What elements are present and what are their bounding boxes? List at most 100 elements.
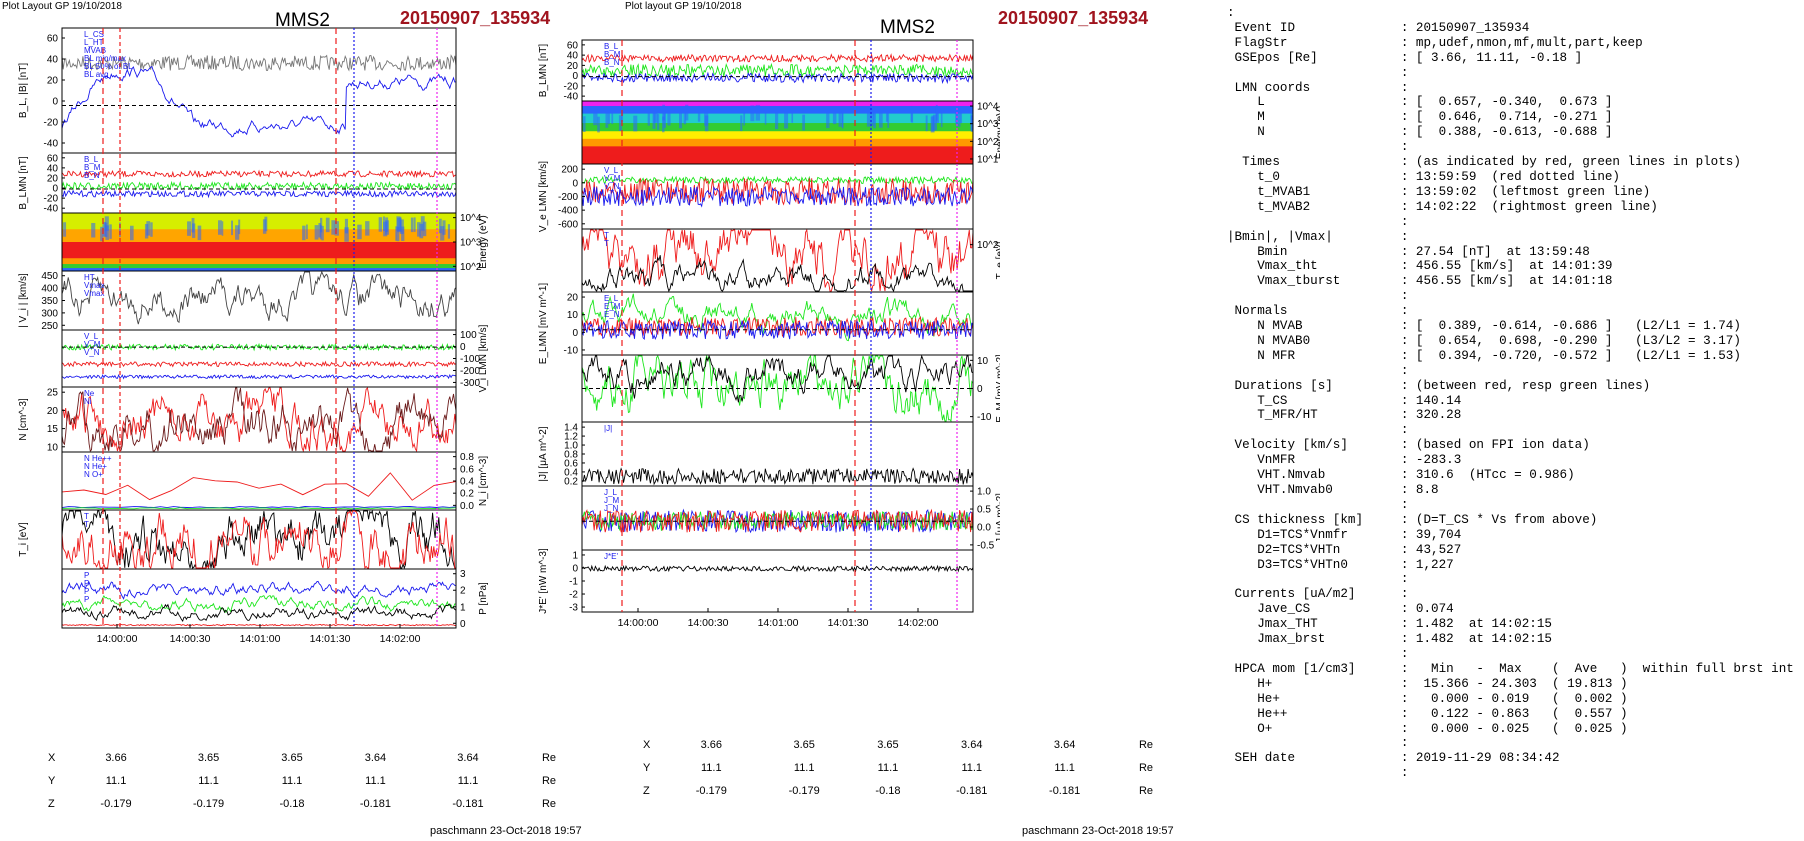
y-tick-label: -20 (44, 194, 59, 205)
trace-series (61, 509, 456, 570)
spectrogram-streak (611, 108, 614, 124)
spectrogram-streak (870, 111, 872, 128)
trace-series (61, 507, 457, 510)
legend-entry: L_CS (84, 30, 104, 39)
coords-value: -0.181 (1049, 784, 1081, 797)
y-tick-label: 20 (567, 293, 579, 304)
spectrogram-streak (306, 224, 308, 240)
trace-series (581, 228, 974, 292)
y-axis-label: J [μA m^-2] (995, 493, 1000, 543)
legend-entry: J_N (604, 504, 618, 513)
coords-value: 3.64 (1053, 738, 1076, 751)
spectrogram-streak (197, 225, 202, 241)
coords-row: Y 11.1 11.1 11.1 11.1 11.1 Re (48, 769, 556, 792)
spectrogram-streak (911, 106, 914, 123)
spectrogram-streak (417, 222, 421, 237)
x-tick-label: 14:01:00 (240, 633, 281, 645)
y-axis-label: T_e [eV] (995, 241, 1000, 279)
spectrogram-streak (344, 227, 349, 242)
spectrogram-streak (607, 108, 611, 124)
panel-frame (61, 568, 457, 629)
spectrogram-streak (841, 111, 844, 128)
trace-series (581, 185, 974, 208)
trace-series (61, 580, 456, 600)
y-tick-label: 10^2 (977, 240, 999, 251)
y-tick-label: 0.5 (977, 505, 991, 516)
coords-unit: Re (541, 797, 556, 810)
spectrogram-streak (399, 219, 404, 234)
legend-entry: Vmax (84, 281, 104, 290)
right-event-title: 20150907_135934 (998, 8, 1149, 28)
coords-unit: Re (1138, 738, 1153, 751)
y-tick-label: 2 (460, 586, 466, 597)
coords-unit: Re (1138, 784, 1153, 797)
y-axis-label: B_LMN [nT] (538, 44, 549, 98)
spectrogram-streak (399, 216, 402, 232)
y-tick-label: 0 (572, 178, 578, 189)
left-layout-label: Plot Layout GP 19/10/2018 (2, 1, 122, 12)
spectrogram-streak (218, 220, 222, 235)
spectrogram-streak (191, 217, 195, 233)
x-tick-label: 14:01:00 (758, 617, 799, 629)
legend-entry: V_L (604, 166, 619, 175)
spectrogram-band (62, 264, 456, 269)
spectrogram-streak (605, 112, 609, 128)
y-axis-label: N_i [cm^-3] (478, 456, 489, 506)
spectrogram-streak (657, 114, 660, 130)
spectrogram-band (582, 106, 973, 115)
spectrogram-streak (662, 116, 665, 133)
spectrogram-band (582, 146, 973, 165)
spectrogram-streak (784, 112, 789, 129)
coords-axis-label: Y (48, 774, 56, 787)
spectrogram-streak (925, 115, 928, 132)
left-spacecraft-title: MMS2 (275, 10, 330, 31)
panel-frame (581, 549, 974, 613)
spectrogram-streak (100, 226, 104, 242)
legend-entry: N He+ (84, 462, 107, 471)
legend-entry: P (84, 579, 89, 588)
spectrogram-streak (653, 107, 658, 123)
y-axis-label: P [nPa] (478, 582, 489, 615)
legend-entry: P (84, 595, 89, 604)
spectrogram-streak (91, 222, 96, 238)
legend-entry: B_L (604, 42, 619, 51)
legend-entry: HT (84, 273, 95, 282)
trace-series (61, 387, 457, 453)
coords-unit: Re (541, 774, 556, 787)
y-tick-label: -200 (558, 192, 578, 203)
y-tick-label: 10 (977, 356, 989, 367)
y-tick-label: 3 (460, 569, 466, 580)
y-tick-label: 10 (567, 310, 579, 321)
legend-entry: BL min/max (84, 54, 126, 63)
legend-entry: B_M (604, 50, 621, 59)
y-tick-label: -20 (564, 81, 579, 92)
legend-entry: |J| (604, 424, 612, 433)
spectrogram-streak (119, 222, 121, 238)
spectrogram-streak (755, 104, 761, 121)
right-coords-table: X 3.66 3.65 3.65 3.64 3.64 Re Y 11.1 11.1 11.1 11.1… (643, 733, 1153, 802)
y-tick-label: 0.4 (460, 477, 474, 488)
y-tick-label: 0.8 (564, 450, 578, 461)
spectrogram-streak (396, 216, 400, 231)
coords-value: -0.181 (956, 784, 988, 797)
legend-entry: B_M (84, 163, 101, 172)
spectrogram-streak (150, 222, 153, 237)
y-tick-label: -40 (44, 204, 59, 215)
y-tick-label: 0.2 (460, 489, 474, 500)
y-tick-label: 0 (572, 328, 578, 339)
y-tick-label: 0 (572, 71, 578, 82)
spectrogram-streak (440, 226, 445, 241)
coords-value: 11.1 (877, 761, 899, 774)
y-tick-label: 1.2 (564, 432, 578, 443)
legend-entry: J*E' (604, 552, 618, 561)
legend-entry: B_L (84, 155, 99, 164)
trace-line (581, 354, 974, 423)
spectrogram-streak (878, 111, 883, 128)
spectrogram-streak (802, 114, 806, 131)
legend-entry: T (604, 231, 609, 240)
legend-entry: Vmax (84, 289, 104, 298)
coords-value: 11.1 (457, 774, 479, 787)
legend-entry: Ne (84, 389, 95, 398)
